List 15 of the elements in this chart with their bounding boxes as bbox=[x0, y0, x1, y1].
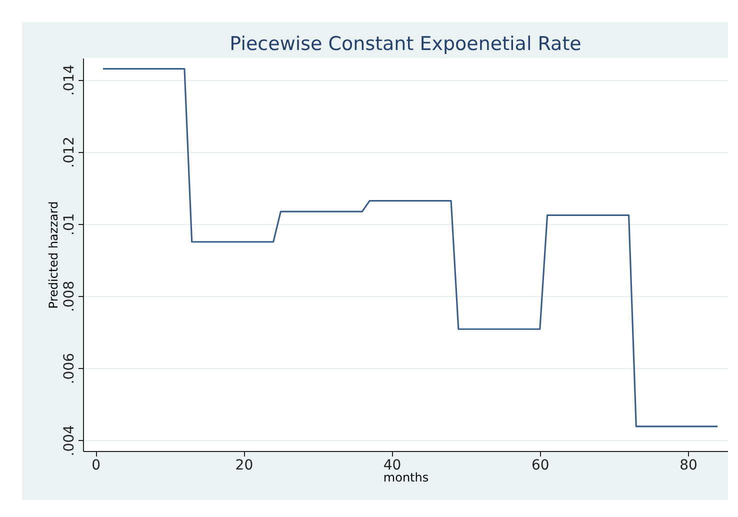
x-tick-label: 20 bbox=[235, 458, 254, 474]
x-tick-label: 60 bbox=[531, 458, 550, 474]
x-tick-label: 80 bbox=[680, 458, 698, 474]
y-tick-label: .006 bbox=[62, 352, 78, 384]
y-tick-label: .012 bbox=[62, 136, 78, 168]
x-axis-title: months bbox=[383, 470, 429, 484]
y-tick-label: .008 bbox=[62, 280, 78, 312]
y-tick-label: .01 bbox=[62, 213, 78, 236]
y-axis-title: Predicted hazzard bbox=[46, 201, 60, 309]
line-series bbox=[102, 68, 718, 428]
x-tick-label: 40 bbox=[383, 458, 402, 474]
x-tick-label: 0 bbox=[92, 458, 101, 474]
chart-title: Piecewise Constant Expoenetial Rate bbox=[230, 33, 582, 55]
y-tick-label: .004 bbox=[62, 425, 78, 456]
y-tick-label: .014 bbox=[62, 64, 78, 96]
